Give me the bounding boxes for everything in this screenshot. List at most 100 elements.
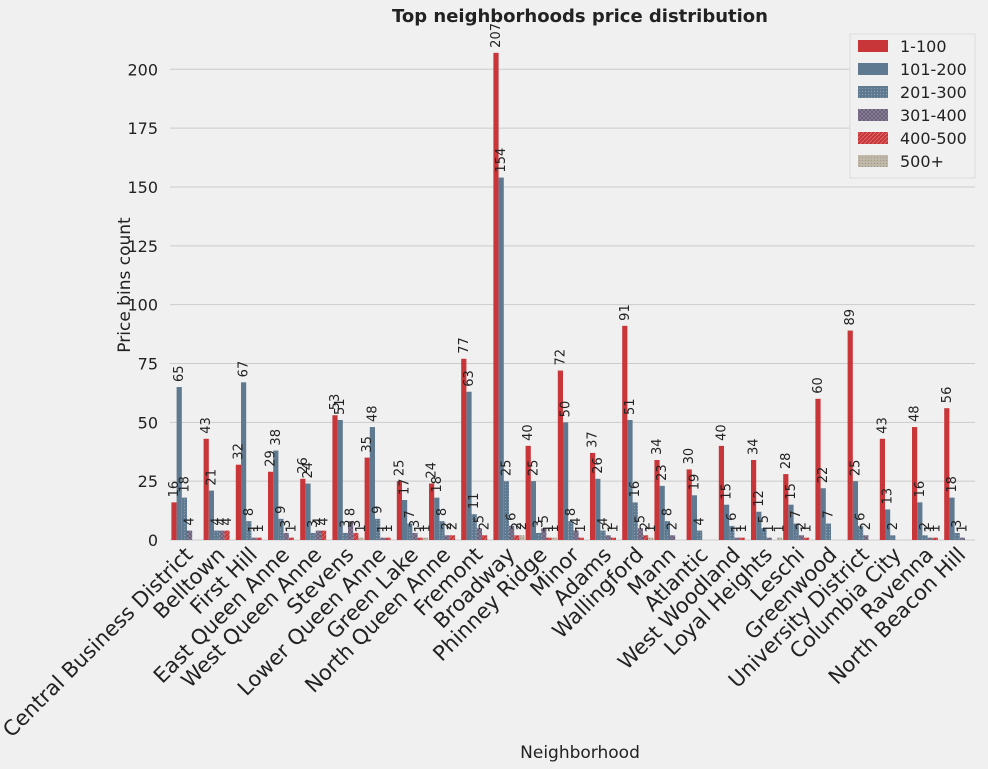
data-label: 4 [596, 517, 611, 525]
data-label: 15 [720, 483, 735, 500]
data-label: 3 [279, 520, 294, 528]
data-label: 67 [237, 361, 252, 378]
data-label: 25 [526, 460, 541, 477]
data-label: 16 [913, 481, 928, 498]
legend-label: 201-300 [900, 83, 967, 102]
bar-1-100 [912, 427, 918, 540]
data-label: 15 [784, 483, 799, 500]
bar-500+ [358, 537, 364, 540]
bar-101-200 [627, 419, 633, 540]
data-label: 3 [408, 520, 423, 528]
bar-400-500 [385, 537, 391, 540]
bar-500+ [519, 535, 525, 540]
data-label: 37 [586, 431, 601, 448]
data-label: 8 [344, 508, 359, 516]
bar-201-300 [729, 525, 735, 540]
data-labels: 1665184432144432678112938931262434453513… [167, 23, 970, 533]
bar-101-200 [466, 391, 472, 540]
data-label: 38 [269, 429, 284, 446]
bar-101-200 [530, 481, 536, 540]
data-label: 35 [360, 436, 375, 453]
bar-400-500 [321, 530, 327, 540]
data-label: 1 [730, 524, 745, 532]
data-label: 50 [559, 401, 574, 418]
legend-swatch [858, 86, 888, 98]
bar-400-500 [224, 530, 230, 540]
data-label: 3 [306, 520, 321, 528]
data-label: 23 [655, 464, 670, 481]
data-label: 18 [945, 476, 960, 493]
bar-101-200 [949, 497, 955, 540]
bar-301-400 [863, 535, 869, 540]
data-label: 1 [354, 524, 369, 532]
legend: 1-100 101-200 201-300 301-400 400-500 500+ [849, 33, 976, 179]
bar-101-200 [788, 504, 794, 540]
bar-101-200 [563, 422, 569, 540]
data-label: 4 [569, 517, 584, 525]
legend-swatch [858, 63, 888, 75]
data-label: 53 [328, 394, 343, 411]
data-label: 24 [301, 462, 316, 479]
bar-301-400 [605, 535, 611, 540]
bar-500+ [551, 537, 557, 540]
data-label: 1 [644, 524, 659, 532]
legend-label: 101-200 [900, 60, 967, 79]
bar-1-100 [235, 464, 241, 540]
bar-201-300 [600, 530, 606, 540]
data-label: 2 [886, 522, 901, 530]
bar-1-100 [203, 438, 209, 540]
bar-400-500 [514, 535, 520, 540]
data-label: 4 [317, 517, 332, 525]
data-label: 91 [618, 304, 633, 321]
data-label: 3 [950, 520, 965, 528]
bar-101-200 [852, 481, 858, 540]
data-label: 6 [725, 513, 740, 521]
data-label: 2 [859, 522, 874, 530]
data-label: 8 [660, 508, 675, 516]
x-axis-label: Neighborhood [520, 743, 640, 763]
data-label: 5 [757, 515, 772, 523]
bar-101-200 [208, 490, 214, 540]
bar-400-500 [804, 537, 810, 540]
data-label: 7 [403, 510, 418, 518]
bar-1-100 [783, 474, 789, 540]
bar-201-300 [342, 532, 348, 540]
bar-201-300 [664, 521, 670, 540]
data-label: 22 [816, 467, 831, 484]
bar-301-400 [219, 530, 225, 540]
bar-1-100 [461, 358, 467, 540]
chart-title: Top neighborhoods price distribution [392, 6, 768, 27]
legend-swatch [858, 40, 888, 52]
bar-301-400 [412, 532, 418, 540]
data-label: 77 [457, 337, 472, 354]
bar-301-400 [444, 535, 450, 540]
bar-1-100 [815, 398, 821, 540]
bar-101-200 [885, 509, 891, 540]
bar-1-100 [364, 457, 370, 540]
data-label: 6 [505, 513, 520, 521]
bar-101-200 [176, 387, 182, 540]
data-label: 25 [848, 460, 863, 477]
bar-1-100 [332, 415, 338, 540]
y-tick-label: 200 [127, 60, 158, 79]
bar-301-400 [637, 528, 643, 540]
bar-301-400 [734, 537, 740, 540]
bar-1-100 [751, 459, 757, 540]
bar-201-300 [246, 521, 252, 540]
data-label: 4 [693, 517, 708, 525]
data-label: 48 [365, 405, 380, 422]
bar-1-100 [654, 459, 660, 540]
data-label: 1 [923, 524, 938, 532]
data-label: 43 [875, 417, 890, 434]
bar-201-300 [471, 514, 477, 540]
bar-400-500 [256, 537, 262, 540]
bar-400-500 [288, 537, 294, 540]
bar-201-300 [536, 532, 542, 540]
bar-301-400 [766, 537, 772, 540]
legend-label: 500+ [900, 152, 944, 171]
data-label: 56 [940, 387, 955, 404]
bar-400-500 [417, 537, 423, 540]
data-label: 24 [425, 462, 440, 479]
data-label: 2 [918, 522, 933, 530]
